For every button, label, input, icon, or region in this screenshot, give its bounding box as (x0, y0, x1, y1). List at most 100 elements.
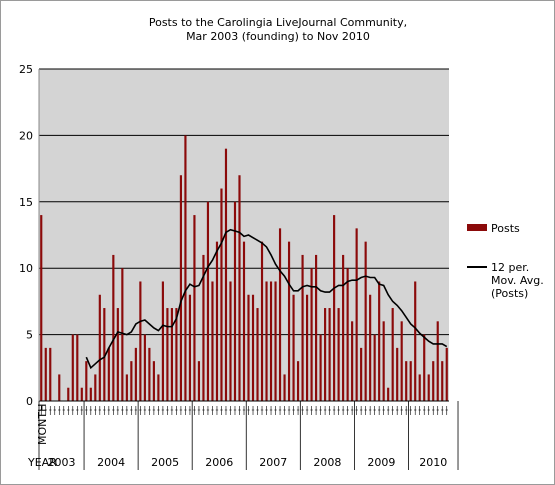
bar (256, 308, 259, 401)
bar (382, 321, 385, 401)
bar (251, 294, 255, 401)
bar (278, 228, 282, 401)
month-labels (40, 406, 448, 415)
year-label: 2005 (151, 456, 179, 469)
bar (301, 254, 304, 401)
year-label: 2004 (97, 456, 125, 469)
bar (220, 188, 223, 401)
year-label: 2007 (259, 456, 287, 469)
bar (287, 241, 291, 401)
year-label: 2006 (205, 456, 233, 469)
bar (184, 135, 187, 401)
bar (414, 281, 417, 401)
bar (49, 347, 52, 401)
bar (355, 228, 358, 401)
bar (418, 374, 421, 401)
bar (211, 281, 214, 401)
bar (432, 361, 435, 401)
y-tick-label: 15 (19, 196, 33, 209)
bar (107, 347, 110, 401)
bar (396, 347, 399, 401)
bar (125, 374, 128, 401)
bar-series (40, 135, 448, 401)
year-label: 2009 (367, 456, 395, 469)
bar (58, 374, 61, 401)
year-label: 2010 (419, 456, 447, 469)
bar (319, 334, 322, 401)
bar (378, 281, 381, 401)
bar (387, 387, 390, 401)
y-tick-label: 10 (19, 262, 33, 275)
bar (315, 254, 318, 401)
bar (351, 321, 354, 401)
bar (328, 308, 331, 401)
bar (391, 308, 394, 401)
bar (423, 334, 426, 401)
y-tick-label: 5 (26, 329, 33, 342)
y-tick-label: 25 (19, 63, 33, 76)
bar (40, 215, 43, 401)
bar (296, 361, 300, 401)
bar (238, 175, 241, 401)
legend: Posts 12 per. Mov. Avg. (Posts) (467, 222, 544, 300)
bar (80, 387, 83, 401)
bar (247, 294, 250, 401)
bar (134, 347, 137, 401)
bar (346, 268, 349, 401)
bar (71, 334, 74, 401)
bar (364, 241, 367, 401)
bar (193, 215, 196, 401)
bar (116, 308, 119, 401)
bar (112, 254, 115, 401)
bar (333, 215, 336, 401)
bar (197, 361, 201, 401)
bar (85, 361, 88, 401)
bar (292, 294, 295, 401)
legend-swatch-posts (467, 224, 487, 231)
legend-label-avg-line: Mov. Avg. (491, 274, 544, 287)
bar (94, 374, 97, 401)
year-row-label: YEAR (27, 456, 57, 469)
bar (206, 201, 210, 401)
year-label: 2008 (313, 456, 341, 469)
bar (233, 201, 237, 401)
bar (98, 294, 101, 401)
bar (274, 281, 277, 401)
legend-label-avg: 12 per. Mov. Avg. (Posts) (491, 261, 544, 300)
bar (224, 148, 228, 401)
bar (441, 361, 444, 401)
bar (242, 241, 246, 401)
bar (166, 308, 169, 401)
bar (89, 387, 92, 401)
bar (215, 241, 219, 401)
bar (360, 347, 363, 401)
bar (103, 308, 106, 401)
y-tick-label: 20 (19, 129, 33, 142)
bar (229, 281, 232, 401)
bar (139, 281, 142, 401)
bar (436, 321, 439, 401)
bar (269, 281, 273, 401)
bar (152, 361, 155, 401)
legend-label-posts: Posts (491, 222, 520, 235)
bar (143, 334, 146, 401)
bar (427, 374, 430, 401)
chart-subtitle: Mar 2003 (founding) to Nov 2010 (186, 30, 370, 43)
bar (130, 361, 133, 401)
bar (202, 254, 205, 401)
bar (324, 308, 327, 401)
bar (121, 268, 124, 401)
y-tick-label: 0 (26, 395, 33, 408)
bar (306, 294, 309, 401)
bar (265, 281, 268, 401)
bar (409, 361, 412, 401)
chart-title: Posts to the Carolingia LiveJournal Comm… (149, 16, 407, 29)
bar (67, 387, 70, 401)
bar (161, 281, 164, 401)
bar (179, 175, 182, 401)
month-axis-label: MONTH (36, 404, 49, 445)
bar (400, 321, 403, 401)
bar (337, 308, 340, 401)
bar (369, 294, 372, 401)
